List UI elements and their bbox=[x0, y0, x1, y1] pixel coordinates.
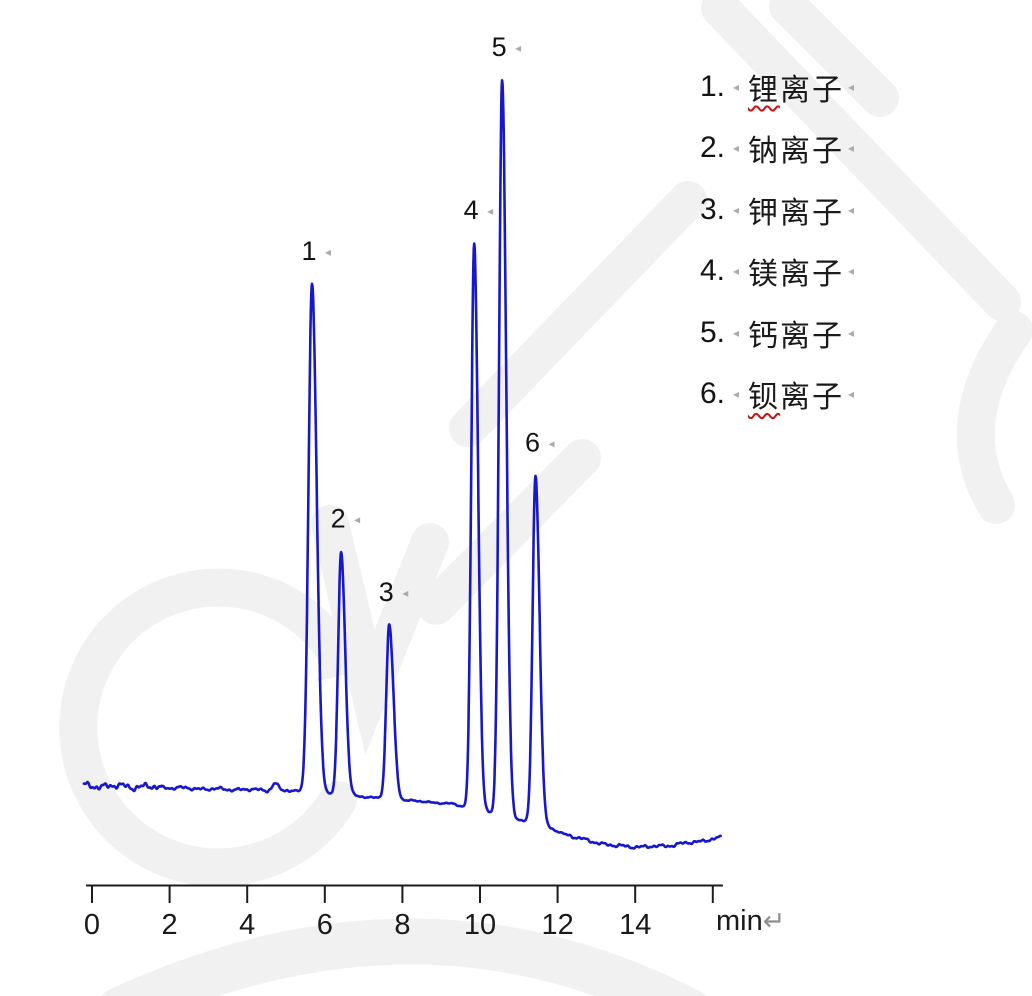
format-mark: ◂ bbox=[848, 325, 855, 340]
format-mark: ◂ bbox=[848, 264, 855, 279]
peak-number-label: 6 bbox=[525, 428, 540, 458]
x-axis-tick-label: 2 bbox=[162, 909, 178, 941]
format-mark: ◂ bbox=[733, 79, 740, 94]
legend-item-label: 锂离子 bbox=[748, 73, 844, 107]
x-axis-unit-label: min↵ bbox=[716, 905, 785, 938]
format-mark: ◂ bbox=[325, 245, 331, 259]
legend-item-label: 镁离子 bbox=[748, 258, 844, 292]
format-mark: ◂ bbox=[733, 325, 740, 340]
return-format-mark: ↵ bbox=[762, 906, 786, 936]
legend-item-number: 3. bbox=[700, 192, 726, 226]
format-mark: ◂ bbox=[733, 387, 740, 402]
x-axis-tick-label: 10 bbox=[464, 909, 496, 941]
legend-item-label: 钡离子 bbox=[748, 381, 844, 415]
spellcheck-squiggle: 锂 bbox=[748, 73, 780, 107]
format-mark: ◂ bbox=[733, 264, 740, 279]
x-axis-tick-label: 0 bbox=[84, 909, 100, 941]
legend-item-number: 1. bbox=[700, 69, 726, 103]
format-mark: ◂ bbox=[848, 141, 855, 156]
format-mark: ◂ bbox=[848, 202, 855, 217]
legend-item: 3. ◂ 钾离子 ◂ bbox=[700, 179, 854, 241]
legend: 1. ◂ 锂离子 ◂ 2. ◂ 钠离子 ◂ 3. ◂ 钾离子 ◂ 4. ◂ 镁离子 ◂ 5. ◂ 钙离子 ◂ 6. ◂ 钡离… bbox=[700, 56, 854, 425]
legend-item-number: 6. bbox=[700, 377, 726, 411]
format-mark: ◂ bbox=[402, 586, 408, 600]
format-mark: ◂ bbox=[548, 437, 554, 451]
legend-item: 5. ◂ 钙离子 ◂ bbox=[700, 302, 854, 364]
format-mark: ◂ bbox=[848, 387, 855, 402]
format-mark: ◂ bbox=[487, 204, 493, 218]
format-mark: ◂ bbox=[515, 41, 521, 55]
chromatogram-trace bbox=[82, 79, 722, 850]
peak-number-label: 2 bbox=[331, 504, 346, 534]
format-mark: ◂ bbox=[354, 513, 360, 527]
format-mark: ◂ bbox=[848, 79, 855, 94]
peak-number-label: 4 bbox=[464, 195, 479, 225]
legend-item: 4. ◂ 镁离子 ◂ bbox=[700, 241, 854, 303]
x-axis-tick-label: 12 bbox=[541, 909, 573, 941]
legend-item-number: 5. bbox=[700, 315, 726, 349]
peak-number-label: 3 bbox=[379, 577, 394, 607]
peak-number-label: 1 bbox=[301, 236, 316, 266]
min-unit-text: min bbox=[716, 905, 763, 937]
legend-item-number: 4. bbox=[700, 254, 726, 288]
x-axis-tick-label: 8 bbox=[394, 909, 410, 941]
x-axis-tick-label: 4 bbox=[239, 909, 255, 941]
legend-item-label: 钠离子 bbox=[748, 135, 844, 169]
legend-item: 1. ◂ 锂离子 ◂ bbox=[700, 56, 854, 118]
spellcheck-squiggle: 钡 bbox=[748, 381, 780, 415]
peak-number-label: 5 bbox=[492, 32, 507, 62]
format-mark: ◂ bbox=[733, 141, 740, 156]
x-axis-tick-label: 6 bbox=[317, 909, 333, 941]
legend-item-label: 钾离子 bbox=[748, 196, 844, 230]
legend-item: 2. ◂ 钠离子 ◂ bbox=[700, 118, 854, 180]
format-mark: ◂ bbox=[733, 202, 740, 217]
x-axis-tick-label: 14 bbox=[619, 909, 651, 941]
legend-item: 6. ◂ 钡离子 ◂ bbox=[700, 364, 854, 426]
legend-item-number: 2. bbox=[700, 131, 726, 165]
legend-item-label: 钙离子 bbox=[748, 319, 844, 353]
